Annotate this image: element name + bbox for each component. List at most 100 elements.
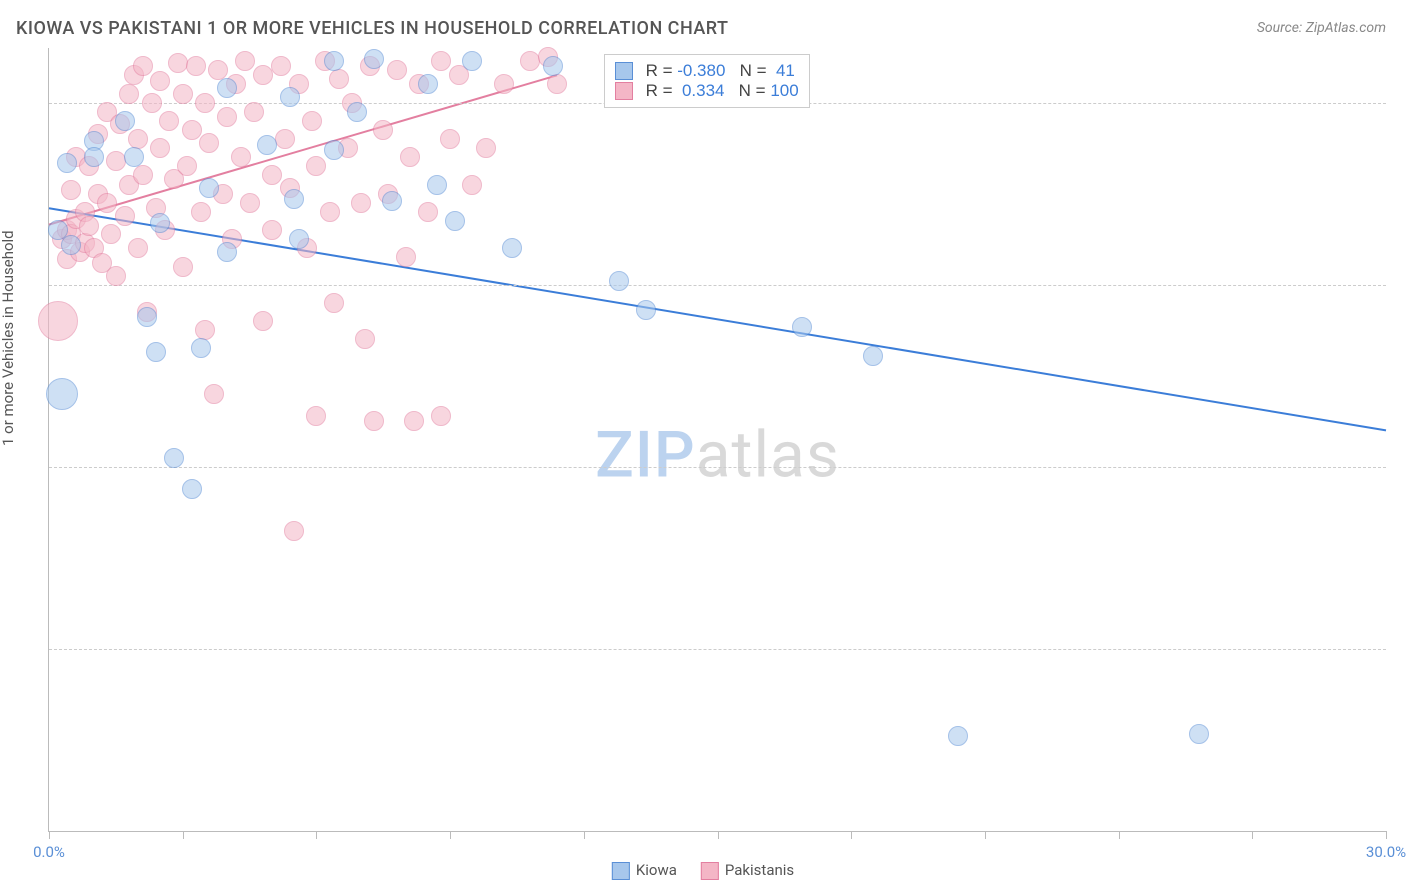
data-point bbox=[182, 479, 202, 499]
data-point bbox=[373, 120, 393, 140]
data-point bbox=[275, 129, 295, 149]
legend-swatch-pakistanis bbox=[701, 862, 719, 880]
legend-label-pakistanis: Pakistanis bbox=[725, 861, 794, 879]
data-point bbox=[106, 266, 126, 286]
y-tick-label: 100.0% bbox=[1396, 94, 1406, 112]
data-point bbox=[1189, 724, 1209, 744]
data-point bbox=[38, 301, 78, 341]
legend-item-kiowa: Kiowa bbox=[612, 861, 677, 880]
x-tick-mark bbox=[718, 831, 719, 839]
data-point bbox=[253, 311, 273, 331]
data-point bbox=[128, 238, 148, 258]
legend-item-pakistanis: Pakistanis bbox=[701, 861, 794, 880]
stats-row: R = -0.380 N = 41 bbox=[615, 61, 799, 81]
data-point bbox=[115, 206, 135, 226]
data-point bbox=[84, 147, 104, 167]
data-point bbox=[186, 56, 206, 76]
data-point bbox=[199, 178, 219, 198]
data-point bbox=[182, 120, 202, 140]
data-point bbox=[494, 74, 514, 94]
data-point bbox=[217, 242, 237, 262]
data-point bbox=[150, 71, 170, 91]
data-point bbox=[355, 329, 375, 349]
data-point bbox=[520, 51, 540, 71]
data-point bbox=[191, 202, 211, 222]
data-point bbox=[440, 129, 460, 149]
data-point bbox=[164, 448, 184, 468]
data-point bbox=[173, 84, 193, 104]
source-value: ZipAtlas.com bbox=[1306, 20, 1386, 36]
legend-label-kiowa: Kiowa bbox=[636, 861, 677, 879]
data-point bbox=[387, 60, 407, 80]
data-point bbox=[324, 293, 344, 313]
stats-box: R = -0.380 N = 41 R = 0.334 N = 100 bbox=[604, 54, 810, 108]
stats-swatch bbox=[615, 82, 633, 100]
plot-area: ZIPatlas 70.0%80.0%90.0%100.0%0.0%30.0% … bbox=[48, 48, 1386, 832]
y-tick-label: 80.0% bbox=[1396, 458, 1406, 476]
data-point bbox=[347, 102, 367, 122]
gridline-h bbox=[49, 649, 1386, 650]
x-tick-mark bbox=[1386, 831, 1387, 839]
data-point bbox=[133, 56, 153, 76]
x-tick-mark bbox=[985, 831, 986, 839]
x-tick-mark bbox=[1119, 831, 1120, 839]
data-point bbox=[199, 133, 219, 153]
data-point bbox=[231, 147, 251, 167]
data-point bbox=[445, 211, 465, 231]
data-point bbox=[271, 56, 291, 76]
data-point bbox=[195, 320, 215, 340]
x-tick-mark bbox=[584, 831, 585, 839]
data-point bbox=[97, 193, 117, 213]
data-point bbox=[253, 65, 273, 85]
data-point bbox=[364, 411, 384, 431]
data-point bbox=[46, 378, 78, 410]
data-point bbox=[284, 189, 304, 209]
data-point bbox=[217, 78, 237, 98]
x-tick-mark bbox=[450, 831, 451, 839]
legend-swatch-kiowa bbox=[612, 862, 630, 880]
chart-container: KIOWA VS PAKISTANI 1 OR MORE VEHICLES IN… bbox=[0, 0, 1406, 892]
data-point bbox=[106, 151, 126, 171]
data-point bbox=[636, 300, 656, 320]
data-point bbox=[57, 153, 77, 173]
data-point bbox=[382, 191, 402, 211]
data-point bbox=[168, 53, 188, 73]
gridline-h bbox=[49, 285, 1386, 286]
data-point bbox=[191, 338, 211, 358]
data-point bbox=[128, 129, 148, 149]
data-point bbox=[79, 216, 99, 236]
data-point bbox=[351, 193, 371, 213]
data-point bbox=[324, 51, 344, 71]
data-point bbox=[235, 51, 255, 71]
stats-swatch bbox=[615, 62, 633, 80]
data-point bbox=[195, 93, 215, 113]
data-point bbox=[418, 74, 438, 94]
data-point bbox=[502, 238, 522, 258]
data-point bbox=[159, 111, 179, 131]
x-tick-mark bbox=[183, 831, 184, 839]
data-point bbox=[792, 317, 812, 337]
data-point bbox=[133, 165, 153, 185]
data-point bbox=[61, 235, 81, 255]
data-point bbox=[257, 135, 277, 155]
data-point bbox=[863, 346, 883, 366]
y-tick-label: 90.0% bbox=[1396, 276, 1406, 294]
stats-row: R = 0.334 N = 100 bbox=[615, 81, 799, 101]
chart-title: KIOWA VS PAKISTANI 1 OR MORE VEHICLES IN… bbox=[16, 18, 729, 39]
data-point bbox=[543, 56, 563, 76]
data-point bbox=[404, 411, 424, 431]
data-point bbox=[306, 156, 326, 176]
trend-line bbox=[49, 208, 1386, 430]
data-point bbox=[262, 165, 282, 185]
data-point bbox=[302, 111, 322, 131]
data-point bbox=[476, 138, 496, 158]
data-point bbox=[396, 247, 416, 267]
data-point bbox=[150, 213, 170, 233]
data-point bbox=[948, 726, 968, 746]
data-point bbox=[146, 342, 166, 362]
data-point bbox=[240, 193, 260, 213]
x-tick-mark bbox=[1252, 831, 1253, 839]
data-point bbox=[280, 87, 300, 107]
trend-lines-svg bbox=[49, 48, 1386, 831]
data-point bbox=[124, 147, 144, 167]
